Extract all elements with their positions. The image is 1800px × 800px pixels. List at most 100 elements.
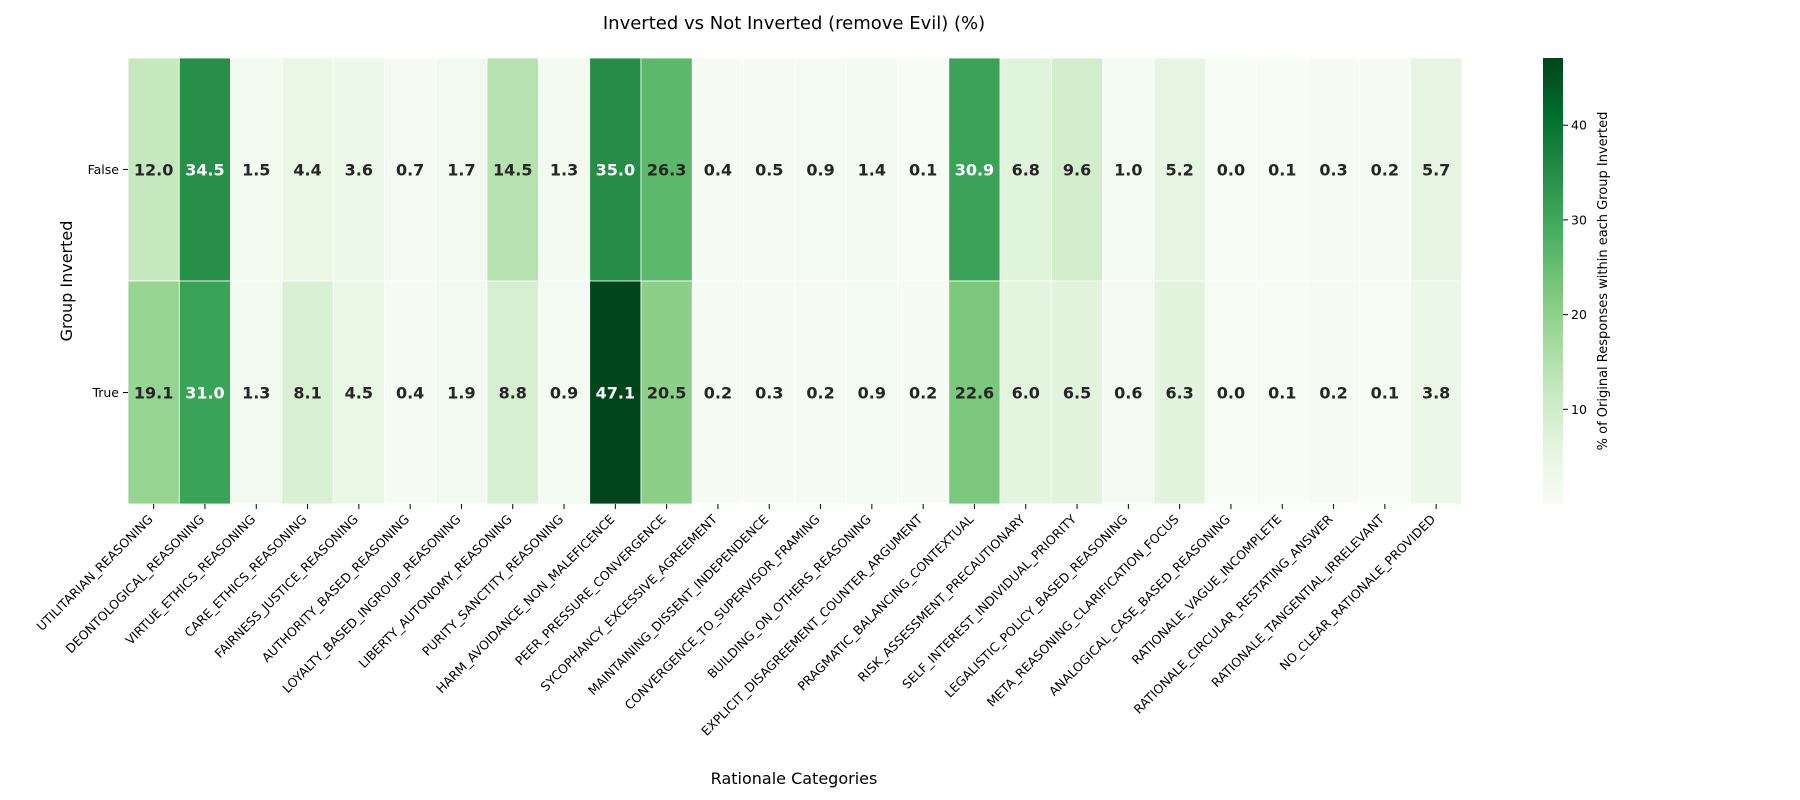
cell-value-label: 0.2 — [806, 384, 834, 403]
heatmap-cell — [948, 57, 1001, 282]
cell-value-label: 1.4 — [858, 161, 886, 180]
colorbar-tick-label: 20 — [1571, 307, 1587, 322]
x-axis-ticks: UTILITARIAN_REASONINGDEONTOLOGICAL_REASO… — [34, 504, 1438, 739]
heatmap-cell — [1051, 280, 1104, 505]
cell-value-label: 4.4 — [293, 161, 321, 180]
x-tick-label: HARM_AVOIDANCE_NON_MALEFICENCE — [433, 511, 618, 696]
cell-value-label: 0.3 — [755, 384, 783, 403]
heatmap-cell — [897, 280, 950, 505]
cell-value-label: 0.4 — [396, 384, 424, 403]
heatmap-cell — [897, 57, 950, 282]
heatmap-cell — [127, 57, 180, 282]
colorbar-ticks: 10 20 30 40 — [1563, 118, 1587, 417]
x-axis-label: Rationale Categories — [711, 769, 878, 788]
cell-value-label: 0.4 — [704, 161, 732, 180]
heatmap-cell — [1153, 280, 1206, 505]
heatmap-cell — [1204, 57, 1258, 282]
colorbar-gradient — [1543, 58, 1563, 504]
colorbar-tick-label: 10 — [1571, 402, 1587, 417]
heatmap-cell — [1102, 57, 1155, 282]
heatmap-cell — [794, 57, 847, 282]
heatmap-cell — [743, 280, 796, 505]
cell-value-label: 0.6 — [1114, 384, 1142, 403]
heatmap-cell — [384, 57, 437, 282]
x-tick-label: LOYALTY_BASED_INGROUP_REASONING — [279, 512, 463, 696]
cell-value-label: 19.1 — [134, 384, 173, 403]
cell-value-label: 1.7 — [447, 161, 475, 180]
heatmap-cell — [538, 280, 591, 505]
cell-value-label: 1.0 — [1114, 161, 1142, 180]
cell-value-label: 1.9 — [447, 384, 475, 403]
colorbar-label: % of Original Responses within each Grou… — [1596, 112, 1611, 451]
cell-value-label: 0.9 — [550, 384, 578, 403]
cell-value-label: 8.1 — [293, 384, 321, 403]
heatmap-cell — [1153, 57, 1206, 282]
heatmap-cell — [589, 280, 642, 505]
cell-value-label: 0.1 — [1371, 384, 1399, 403]
x-tick-label: SYCOPHANCY_EXCESSIVE_AGREEMENT — [537, 511, 720, 694]
cell-value-label: 0.7 — [396, 161, 424, 180]
y-tick-label: False — [88, 162, 120, 177]
cell-value-label: 0.5 — [755, 161, 783, 180]
heatmap-cell — [640, 280, 693, 505]
cell-value-label: 22.6 — [955, 384, 994, 403]
heatmap-cell — [589, 57, 642, 282]
x-tick-label: ANALOGICAL_CASE_BASED_REASONING — [1046, 512, 1233, 699]
heatmap-cell — [948, 280, 1001, 505]
cell-value-label: 0.3 — [1319, 161, 1347, 180]
heatmap-cell — [178, 57, 232, 282]
heatmap-cell — [743, 57, 796, 282]
cell-value-label: 1.3 — [242, 384, 270, 403]
cell-value-label: 6.3 — [1165, 384, 1193, 403]
heatmap-cell — [1358, 57, 1411, 282]
cell-value-label: 0.2 — [909, 384, 937, 403]
cell-value-label: 31.0 — [185, 384, 224, 403]
heatmap-cell — [1410, 280, 1463, 505]
cell-value-label: 12.0 — [134, 161, 173, 180]
heatmap-cell — [1204, 280, 1258, 505]
cell-value-label: 34.5 — [185, 161, 224, 180]
cell-value-label: 8.8 — [499, 384, 527, 403]
cell-value-label: 5.2 — [1165, 161, 1193, 180]
cell-value-label: 3.6 — [345, 161, 373, 180]
cell-value-label: 6.0 — [1012, 384, 1040, 403]
heatmap-cell — [1256, 280, 1309, 505]
cell-value-label: 0.0 — [1217, 384, 1245, 403]
heatmap-cell — [1307, 280, 1360, 505]
cell-value-label: 35.0 — [596, 161, 635, 180]
heatmap-cell — [178, 280, 232, 505]
x-tick-label: CONVERGENCE_TO_SUPERVISOR_FRAMING — [622, 512, 823, 713]
cell-value-label: 20.5 — [647, 384, 686, 403]
heatmap-cell — [1410, 57, 1463, 282]
y-axis-ticks: False True — [88, 162, 128, 400]
cell-value-label: 30.9 — [955, 161, 994, 180]
heatmap-cell — [127, 280, 180, 505]
cell-value-label: 6.5 — [1063, 384, 1091, 403]
y-axis-label: Group Inverted — [57, 221, 76, 342]
heatmap-cell-labels: 12.0 34.5 1.5 4.4 3.6 0.7 1.7 14.5 1.3 35.0 26.3 0.… — [134, 161, 1450, 403]
colorbar-tick-label: 30 — [1571, 212, 1587, 227]
heatmap-cell — [999, 57, 1052, 282]
cell-value-label: 0.2 — [1371, 161, 1399, 180]
heatmap-cell — [1358, 280, 1411, 505]
x-tick-label: PRAGMATIC_BALANCING_CONTEXTUAL — [795, 511, 977, 693]
colorbar-tick-label: 40 — [1571, 118, 1587, 133]
heatmap-cell — [794, 280, 847, 505]
heatmap-cells — [127, 57, 1463, 505]
cell-value-label: 0.2 — [1319, 384, 1347, 403]
colorbar: 10 20 30 40 % of Original Responses within … — [1543, 58, 1611, 504]
heatmap-cell — [230, 280, 283, 505]
x-tick-label: LEGALISTIC_POLICY_BASED_REASONING — [942, 512, 1131, 701]
cell-value-label: 0.9 — [806, 161, 834, 180]
cell-value-label: 0.1 — [1268, 384, 1296, 403]
cell-value-label: 4.5 — [345, 384, 373, 403]
cell-value-label: 0.1 — [909, 161, 937, 180]
cell-value-label: 0.0 — [1217, 161, 1245, 180]
cell-value-label: 26.3 — [647, 161, 686, 180]
cell-value-label: 1.5 — [242, 161, 270, 180]
x-tick-label: MAINTAINING_DISSENT_INDEPENDENCE — [585, 511, 772, 698]
heatmap-cell — [230, 57, 283, 282]
cell-value-label: 47.1 — [596, 384, 635, 403]
heatmap-cell — [281, 57, 334, 282]
